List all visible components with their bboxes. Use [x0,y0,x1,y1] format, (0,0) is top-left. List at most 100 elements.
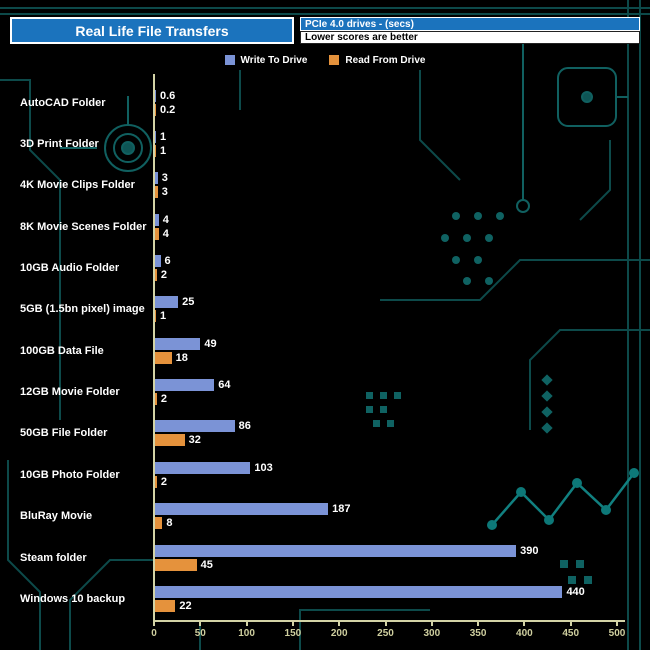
read-bar [155,269,157,282]
value-label: 4 [162,227,169,240]
x-tick-label: 500 [608,628,626,639]
write-bar [155,213,159,226]
read-bar [155,599,176,612]
write-bar [155,461,251,474]
category-label: 100GB Data File [20,344,104,357]
read-bar [155,145,156,158]
value-label: 1 [160,145,167,158]
category-label: 10GB Audio Folder [20,262,120,275]
x-tick-mark [569,622,572,626]
category-label: 3D Print Folder [20,138,99,151]
chart-subtitle-primary: PCIe 4.0 drives - (secs) [300,17,640,31]
x-tick-mark [153,622,155,626]
value-label: 4 [162,213,169,226]
category-label: 50GB File Folder [20,427,108,440]
write-swatch-icon [224,55,235,65]
value-label: 103 [254,461,273,474]
chart-subtitle-primary-text: PCIe 4.0 drives - (secs) [305,18,414,30]
value-label: 0.2 [160,103,176,116]
value-label: 32 [188,434,201,447]
x-tick-label: 450 [562,628,580,639]
read-bar [155,558,197,571]
chart-legend: Write To Drive Read From Drive [0,53,650,67]
value-label: 187 [332,503,351,516]
category-label: Steam folder [20,551,87,564]
category-label: AutoCAD Folder [20,96,106,109]
write-bar [155,89,156,102]
value-label: 22 [179,599,192,612]
category-label: 8K Movie Scenes Folder [20,220,147,233]
category-label: 4K Movie Clips Folder [20,179,135,192]
x-tick-mark [199,622,202,626]
category-label: 10GB Photo Folder [20,468,120,481]
value-label: 8 [166,517,173,530]
read-swatch-icon [329,55,340,65]
value-label: 6 [164,255,171,268]
legend-item-write: Write To Drive [224,54,308,66]
read-bar [155,351,172,364]
write-bar [155,420,235,433]
x-tick-label: 0 [151,628,157,639]
x-tick-mark [245,622,248,626]
x-tick-label: 200 [330,628,348,639]
write-bar [155,585,563,598]
x-tick-label: 100 [238,628,255,639]
read-bar [155,393,157,406]
legend-write-label: Write To Drive [240,54,308,66]
write-bar [155,544,517,557]
value-label: 64 [218,379,231,392]
x-tick-label: 400 [516,628,533,639]
read-bar [155,310,156,323]
x-tick-mark [338,622,341,626]
value-label: 1 [160,310,167,323]
x-tick-label: 50 [194,628,206,639]
x-tick-mark [384,622,387,626]
category-label: 12GB Movie Folder [20,386,120,399]
value-label: 2 [160,269,167,282]
category-label: 5GB (1.5bn pixel) image [20,303,145,316]
read-bar [155,186,158,199]
read-bar [155,103,156,116]
value-label: 2 [160,393,167,406]
x-tick-mark [291,622,294,626]
write-bar [155,503,329,516]
x-tick-mark [477,622,480,626]
read-bar [155,517,163,530]
chart-title: Real Life File Transfers [10,17,294,44]
value-label: 18 [175,351,188,364]
read-bar [155,475,157,488]
x-tick-label: 250 [377,628,394,639]
write-bar [155,379,215,392]
x-axis-line [153,620,625,622]
value-label: 3 [161,172,168,185]
x-tick-label: 300 [423,628,441,639]
value-label: 49 [204,337,217,350]
value-label: 25 [182,296,195,309]
write-bar [155,131,156,144]
write-bar [155,337,201,350]
read-bar [155,227,159,240]
legend-item-read: Read From Drive [329,55,425,66]
x-tick-label: 150 [284,628,302,639]
value-label: 1 [160,131,167,144]
category-label: Windows 10 backup [20,592,126,605]
value-label: 3 [161,186,168,199]
write-bar [155,296,179,309]
category-label: BluRay Movie [20,510,93,523]
chart-subtitle-secondary: Lower scores are better [300,31,640,44]
value-label: 45 [200,558,213,571]
x-tick-label: 350 [469,628,487,639]
value-label: 440 [566,585,585,598]
value-label: 86 [238,420,251,433]
value-label: 0.6 [160,89,176,102]
write-bar [155,172,158,185]
write-bar [155,255,161,268]
y-axis-line [153,74,155,622]
x-tick-mark [523,622,526,626]
value-label: 390 [520,544,539,557]
read-bar [155,434,185,447]
x-tick-mark [430,622,433,626]
value-label: 2 [160,475,167,488]
